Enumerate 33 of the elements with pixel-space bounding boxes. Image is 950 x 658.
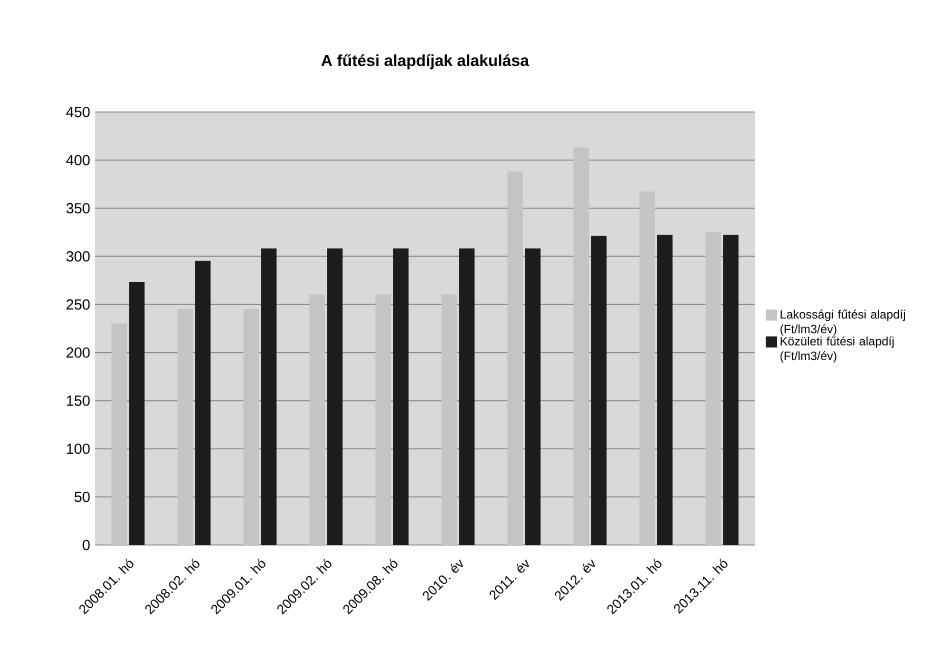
y-tick-label: 50 — [74, 492, 90, 502]
bar — [591, 236, 607, 545]
bar — [309, 294, 325, 545]
y-tick-label: 250 — [66, 299, 90, 310]
bar — [375, 294, 391, 545]
y-tick-label: 350 — [66, 203, 90, 214]
bar — [243, 308, 259, 545]
bar — [111, 323, 127, 545]
bar — [195, 260, 211, 545]
bar — [177, 308, 193, 545]
y-tick-label: 300 — [66, 251, 90, 262]
y-tick-label: 0 — [82, 540, 90, 550]
bar — [723, 234, 739, 545]
bar — [705, 232, 721, 545]
y-tick-label: 150 — [66, 395, 90, 406]
bar — [657, 234, 673, 545]
legend-label: Lakossági fűtési alapdíj (Ft/lm3/év) — [780, 310, 905, 336]
y-tick-label: 400 — [66, 154, 90, 166]
bar — [525, 248, 541, 545]
bar — [441, 294, 457, 545]
bar — [459, 248, 475, 545]
bar — [261, 248, 277, 545]
bar — [393, 248, 409, 545]
bar — [327, 248, 343, 545]
y-tick-label: 200 — [66, 347, 90, 358]
y-tick-label: 100 — [66, 444, 90, 454]
chart-title: A fűtési alapdíjak alakulása — [321, 54, 530, 70]
legend-label: Közületi fűtési alapdíj (Ft/lm3/év) — [780, 336, 894, 362]
bar — [573, 147, 589, 545]
bar — [639, 192, 655, 545]
y-tick-label: 450 — [66, 106, 90, 118]
bar — [507, 171, 523, 545]
bar — [129, 282, 145, 545]
